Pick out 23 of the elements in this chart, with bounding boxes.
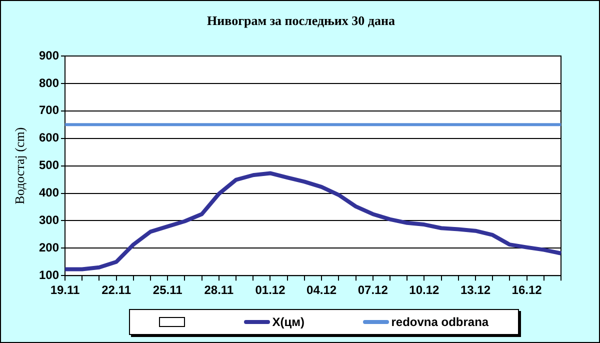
y-tick-label: 200 [38,240,60,254]
x-tick-label: 04.12 [306,283,337,298]
y-tick-label: 300 [38,213,60,228]
y-tick-label: 100 [38,268,60,282]
x-tick-label: 22.11 [102,283,132,298]
y-tick-label: 600 [38,130,60,145]
x-tick-label: 16.12 [512,283,542,298]
y-tick-label: 800 [38,76,60,90]
x-tick-label: 25.11 [152,283,183,298]
x-tick-label: 28.11 [204,283,234,298]
legend-label: X(цм) [272,315,304,329]
legend-label: redovna odbrana [391,315,489,329]
y-tick-label: 500 [38,158,60,172]
x-tick-label: 10.12 [409,283,440,298]
x-tick-label: 01.12 [255,283,286,298]
y-tick-label: 400 [38,186,60,200]
x-tick-label: 07.12 [358,283,388,298]
x-tick-label: 13.12 [460,283,491,298]
y-tick-label: 700 [38,103,60,118]
y-axis-title: Водостај (cm) [12,127,28,204]
x-tick-label: 19.11 [50,283,80,298]
chart-title: Нивограм за последњих 30 дана [206,13,396,29]
y-tick-label: 900 [38,48,60,62]
